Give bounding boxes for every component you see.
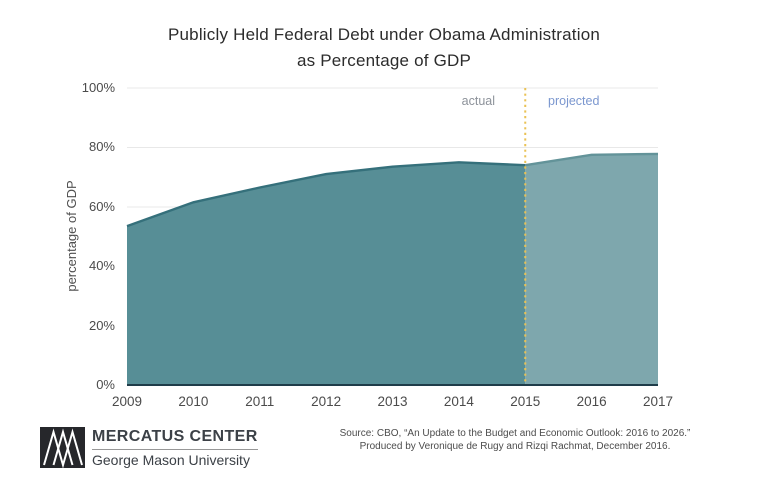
area-top-border-actual (126, 161, 526, 228)
x-tick-label: 2009 (111, 394, 143, 409)
area-actual (127, 162, 526, 385)
x-tick-label: 2015 (510, 394, 541, 409)
source-line1: Source: CBO, “An Update to the Budget an… (339, 428, 691, 439)
legend-label-actual: actual (461, 94, 495, 108)
legend-label-projected: projected (548, 94, 600, 108)
y-tick-label: 40% (88, 258, 115, 274)
y-tick-label: 60% (88, 198, 115, 214)
chart-title-line1: Publicly Held Federal Debt under Obama A… (167, 25, 601, 44)
brand-subtitle: George Mason University (92, 452, 250, 468)
source-line2: Produced by Veronique de Rugy and Rizqi … (359, 440, 671, 452)
brand-block: MERCATUS CENTER George Mason University (92, 428, 258, 468)
brand-name: MERCATUS CENTER (92, 428, 258, 450)
logo-m-overlay (52, 428, 74, 466)
y-tick-label: 80% (88, 139, 115, 155)
mercatus-logo-icon (40, 427, 85, 468)
source-attribution: Source: CBO, “An Update to the Budget an… (300, 428, 730, 453)
y-tick-label: 20% (88, 317, 115, 333)
x-tick-label: 2010 (178, 394, 209, 409)
x-tick-label: 2013 (377, 394, 408, 409)
chart-title-line2: as Percentage of GDP (296, 51, 472, 70)
logo-m-zigzag (43, 428, 83, 468)
y-tick-label: 100% (81, 80, 115, 95)
area-projected (525, 153, 658, 385)
x-tick-label: 2014 (443, 394, 474, 409)
y-tick-label: 0% (96, 377, 115, 392)
chart-title: Publicly Held Federal Debt under Obama A… (0, 22, 768, 74)
x-tick-label: 2012 (311, 394, 342, 409)
area-top-border-projected (525, 152, 659, 167)
x-tick-label: 2017 (642, 394, 674, 409)
x-tick-label: 2016 (576, 394, 607, 409)
x-tick-label: 2011 (245, 394, 275, 409)
